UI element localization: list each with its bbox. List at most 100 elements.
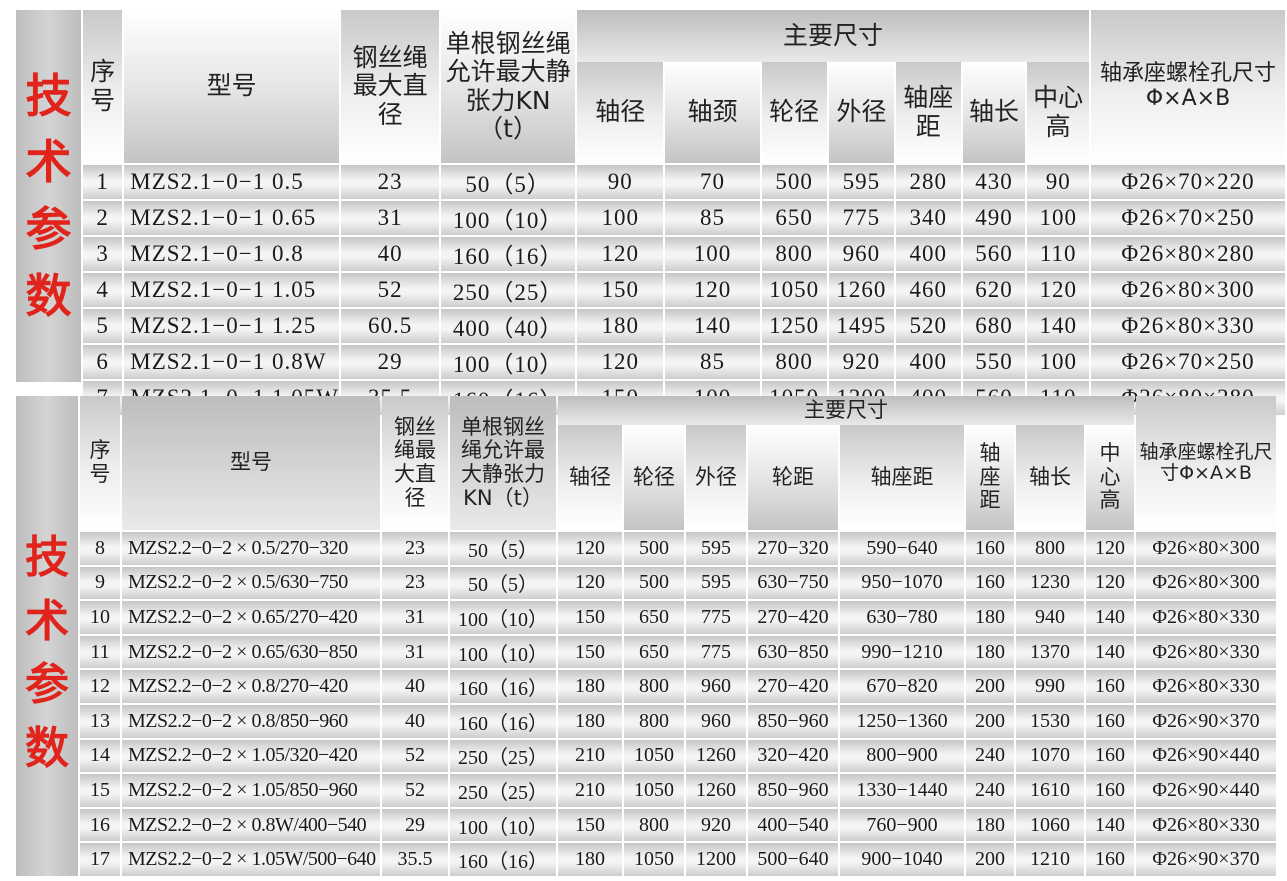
- cell-value: 40: [382, 668, 448, 703]
- cell-value: 180: [558, 702, 622, 738]
- cell-value: 1250−1360: [840, 702, 964, 738]
- cell-value: 800: [624, 668, 684, 703]
- cell-value: 630−780: [840, 599, 964, 634]
- cell-model: MZS2.2−0−2 × 1.05/850−960: [122, 772, 380, 807]
- cell-value: 400−540: [748, 806, 838, 842]
- header-dim: 外径: [686, 425, 746, 530]
- cell-no: 1: [83, 163, 123, 199]
- cell-value: 50（5）: [450, 564, 556, 600]
- cell-value: Φ26×90×440: [1136, 772, 1276, 807]
- cell-value: 775: [828, 199, 894, 235]
- cell-value: 210: [558, 772, 622, 807]
- side-char: 数: [25, 723, 69, 775]
- cell-value: 320−420: [748, 737, 838, 773]
- cell-value: 1230: [1016, 564, 1084, 600]
- cell-value: 940: [1016, 599, 1084, 634]
- cell-value: Φ26×80×300: [1136, 530, 1276, 565]
- header-dim: 中心高: [1086, 425, 1134, 530]
- cell-model: MZS2.1−0−1 0.65: [124, 199, 339, 235]
- cell-value: 200: [966, 668, 1014, 703]
- cell-value: 140: [1086, 806, 1134, 842]
- cell-value: 160: [1086, 772, 1134, 807]
- cell-model: MZS2.1−0−1 0.8W: [124, 343, 339, 379]
- cell-value: 1495: [828, 307, 894, 343]
- side-char: 术: [25, 595, 69, 647]
- cell-value: 340: [896, 199, 961, 235]
- cell-no: 3: [83, 235, 123, 271]
- cell-value: 650: [761, 199, 827, 235]
- cell-value: 160: [966, 530, 1014, 565]
- cell-value: Φ26×80×330: [1136, 806, 1276, 842]
- cell-model: MZS2.1−0−1 1.25: [124, 307, 339, 343]
- cell-value: 31: [382, 599, 448, 634]
- cell-value: Φ26×90×370: [1136, 702, 1276, 738]
- cell-model: MZS2.2−0−2 × 1.05W/500−640: [122, 841, 380, 876]
- cell-value: Φ26×80×330: [1136, 668, 1276, 703]
- cell-value: 775: [686, 633, 746, 669]
- table-row: 16 MZS2.2−0−2 × 0.8W/400−540 29 100（10） 150 8…: [80, 806, 1276, 842]
- cell-value: 40: [340, 235, 440, 271]
- cell-value: 85: [665, 199, 760, 235]
- cell-value: 150: [576, 271, 664, 307]
- cell-model: MZS2.2−0−2 × 0.65/270−420: [122, 599, 380, 634]
- cell-value: Φ26×80×330: [1136, 633, 1276, 669]
- cell-value: 500: [761, 163, 827, 199]
- cell-value: 120: [558, 530, 622, 565]
- table-row: 9 MZS2.2−0−2 × 0.5/630−750 23 50（5） 120 500 59…: [80, 564, 1276, 600]
- cell-value: 800: [624, 702, 684, 738]
- cell-value: 430: [962, 163, 1026, 199]
- cell-value: 520: [896, 307, 961, 343]
- table-row: 13 MZS2.2−0−2 × 0.8/850−960 40 160（16） 180 80…: [80, 702, 1276, 738]
- cell-value: 850−960: [748, 772, 838, 807]
- cell-value: 1370: [1016, 633, 1084, 669]
- cell-value: 1210: [1016, 841, 1084, 876]
- cell-value: 270−420: [748, 599, 838, 634]
- side-char: 参: [25, 202, 72, 256]
- cell-value: 1260: [686, 772, 746, 807]
- cell-value: 29: [340, 343, 440, 379]
- cell-value: 150: [558, 599, 622, 634]
- cell-value: 630−750: [748, 564, 838, 600]
- header-dim: 中心高: [1027, 62, 1090, 163]
- cell-value: 400（40）: [441, 307, 575, 343]
- cell-value: 160（16）: [441, 235, 575, 271]
- cell-value: 920: [828, 343, 894, 379]
- cell-value: 180: [576, 307, 664, 343]
- cell-model: MZS2.2−0−2 × 1.05/320−420: [122, 737, 380, 773]
- cell-no: 9: [80, 564, 120, 600]
- cell-value: 52: [382, 737, 448, 773]
- cell-value: 180: [966, 599, 1014, 634]
- cell-no: 2: [83, 199, 123, 235]
- cell-value: 90: [1027, 163, 1090, 199]
- cell-value: 595: [828, 163, 894, 199]
- cell-value: 31: [382, 633, 448, 669]
- header-bolt: 轴承座螺栓孔尺寸Φ×A×B: [1136, 396, 1276, 530]
- cell-value: 500−640: [748, 841, 838, 876]
- header-dim: 轮距: [748, 425, 838, 530]
- cell-value: 990: [1016, 668, 1084, 703]
- header-dim: 轮径: [624, 425, 684, 530]
- cell-model: MZS2.2−0−2 × 0.5/630−750: [122, 564, 380, 600]
- cell-model: MZS2.2−0−2 × 0.8W/400−540: [122, 806, 380, 842]
- cell-value: 250（25）: [441, 271, 575, 307]
- cell-value: 500: [624, 564, 684, 600]
- header-dim: 轴径: [576, 62, 664, 163]
- cell-value: 1330−1440: [840, 772, 964, 807]
- cell-value: 550: [962, 343, 1026, 379]
- cell-no: 16: [80, 806, 120, 842]
- cell-value: 900−1040: [840, 841, 964, 876]
- cell-value: 100: [1027, 199, 1090, 235]
- spec-block-2: 技 术 参 数 序号 型号 钢丝绳最大直径 单根钢丝绳允许最大静张力KN（t） …: [16, 396, 1278, 876]
- header-dim: 轴长: [1016, 425, 1084, 530]
- cell-model: MZS2.1−0−1 0.5: [124, 163, 339, 199]
- cell-no: 12: [80, 668, 120, 703]
- cell-value: 23: [340, 163, 440, 199]
- cell-value: Φ26×80×300: [1091, 271, 1285, 307]
- cell-value: 595: [686, 564, 746, 600]
- cell-value: 50（5）: [441, 163, 575, 199]
- cell-value: 650: [624, 633, 684, 669]
- cell-value: 950−1070: [840, 564, 964, 600]
- cell-no: 13: [80, 702, 120, 738]
- cell-no: 11: [80, 633, 120, 669]
- cell-value: 650: [624, 599, 684, 634]
